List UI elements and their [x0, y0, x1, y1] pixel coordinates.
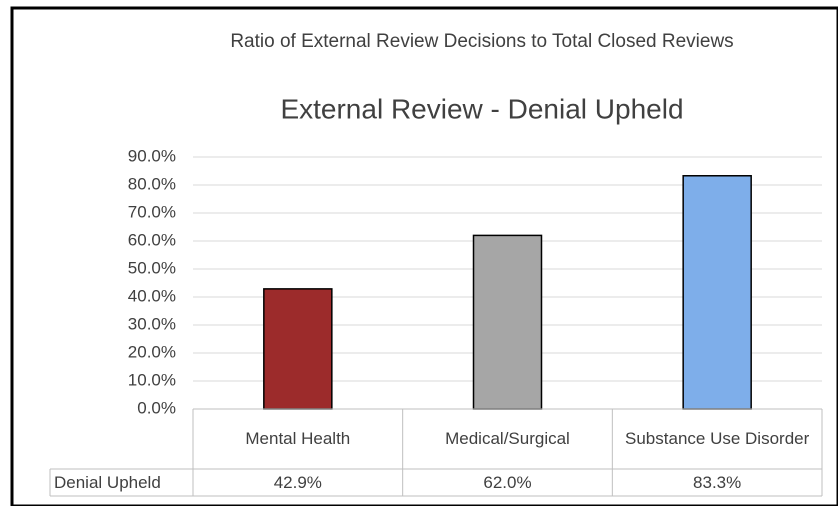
- y-tick-label: 90.0%: [128, 146, 176, 165]
- frame: [10, 6, 838, 506]
- x-tick-label: Mental Health: [245, 429, 351, 448]
- y-tick-label: 80.0%: [128, 174, 176, 193]
- y-tick-label: 0.0%: [137, 398, 176, 417]
- chart-title: External Review - Denial Upheld: [280, 93, 683, 124]
- x-tick-label: Substance Use Disorder: [625, 429, 810, 448]
- bar: [682, 175, 752, 410]
- y-tick-label: 70.0%: [128, 202, 176, 221]
- y-tick-label: 60.0%: [128, 230, 176, 249]
- data-label: 42.9%: [273, 472, 322, 492]
- data-label: 62.0%: [483, 472, 532, 492]
- chart-subtitle: Ratio of External Review Decisions to To…: [230, 31, 733, 52]
- bar: [263, 288, 333, 410]
- y-tick-label: 30.0%: [128, 314, 176, 333]
- y-tick-label: 20.0%: [128, 342, 176, 361]
- y-tick-label: 40.0%: [128, 286, 176, 305]
- legend-entry: Denial Upheld: [54, 472, 161, 492]
- y-tick-label: 10.0%: [128, 370, 176, 389]
- x-tick-label: Medical/Surgical: [445, 429, 570, 448]
- y-tick-label: 50.0%: [128, 258, 176, 277]
- data-label: 83.3%: [693, 472, 742, 492]
- bar: [472, 234, 543, 410]
